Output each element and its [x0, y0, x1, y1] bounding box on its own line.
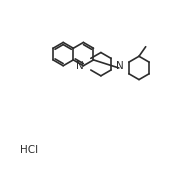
- Text: N: N: [116, 61, 124, 71]
- Text: HCl: HCl: [20, 145, 38, 155]
- Text: N: N: [76, 61, 84, 71]
